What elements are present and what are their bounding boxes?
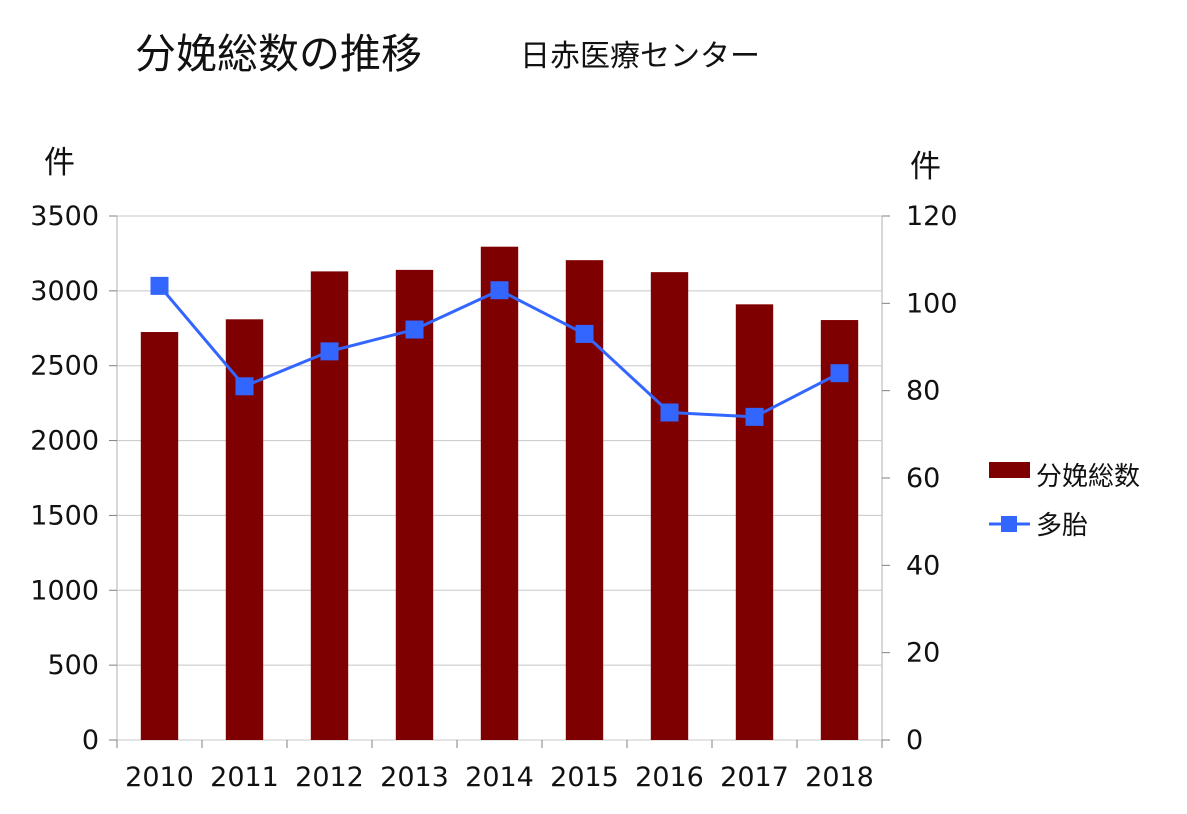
bar: [310, 271, 349, 740]
line-point: [150, 276, 169, 295]
line-point: [490, 281, 509, 300]
x-axis-tick-label: 2015: [550, 762, 619, 793]
right-axis-tick-label: 0: [906, 725, 923, 756]
chart-title: 分娩総数の推移: [135, 30, 422, 78]
right-axis-tick-label: 80: [906, 376, 940, 407]
line-series: [150, 276, 849, 426]
bar: [735, 304, 774, 740]
x-axis-tick-label: 2018: [805, 762, 874, 793]
chart-subtitle: 日赤医療センター: [520, 39, 760, 74]
x-axis-tick-label: 2014: [465, 762, 534, 793]
x-axis-tick-label: 2017: [720, 762, 789, 793]
legend-label-bar: 分娩総数: [1036, 462, 1140, 492]
right-axis-ticks: 120 100 80 60 40 20 0: [882, 201, 958, 756]
x-axis-tick-label: 2012: [295, 762, 364, 793]
line-point: [320, 342, 339, 361]
legend-swatch-bar: [989, 462, 1030, 478]
left-axis-tick-label: 2000: [30, 426, 99, 457]
bar: [650, 272, 689, 740]
right-axis-tick-label: 100: [906, 288, 958, 319]
x-axis-ticks: 2010 2011 2012 2013 2014 2015 2016 2017 2018: [116, 740, 883, 793]
line-point: [575, 324, 594, 343]
x-axis-tick-label: 2013: [380, 762, 449, 793]
right-axis-tick-label: 120: [906, 201, 958, 232]
right-axis-tick-label: 20: [906, 638, 940, 669]
left-axis-tick-label: 3000: [30, 276, 99, 307]
left-axis-tick-label: 500: [47, 650, 99, 681]
bar: [820, 320, 859, 740]
x-axis-tick-label: 2010: [125, 762, 194, 793]
left-axis-tick-label: 1500: [30, 500, 99, 531]
legend-label-line: 多胎: [1036, 511, 1088, 541]
right-axis-tick-label: 60: [906, 463, 940, 494]
line-point: [830, 364, 849, 383]
bar: [395, 269, 434, 740]
right-axis-tick-label: 40: [906, 550, 940, 581]
bar: [140, 332, 179, 740]
line-point: [235, 377, 254, 396]
bar-series: [140, 246, 859, 741]
left-axis-tick-label: 3500: [30, 201, 99, 232]
x-axis-tick-label: 2016: [635, 762, 704, 793]
left-axis-tick-label: 1000: [30, 575, 99, 606]
line-point: [405, 320, 424, 339]
left-axis-tick-label: 2500: [30, 351, 99, 382]
bar: [480, 246, 519, 741]
left-axis-ticks: 3500 3000 2500 2000 1500 1000 500 0: [30, 201, 117, 756]
legend: 分娩総数 多胎: [989, 462, 1140, 541]
line-point: [660, 403, 679, 422]
right-axis-unit: 件: [910, 149, 941, 185]
left-axis-tick-label: 0: [82, 725, 99, 756]
legend-swatch-marker: [1001, 516, 1017, 532]
line-point: [745, 407, 764, 426]
x-axis-tick-label: 2011: [210, 762, 279, 793]
left-axis-unit: 件: [44, 145, 75, 181]
